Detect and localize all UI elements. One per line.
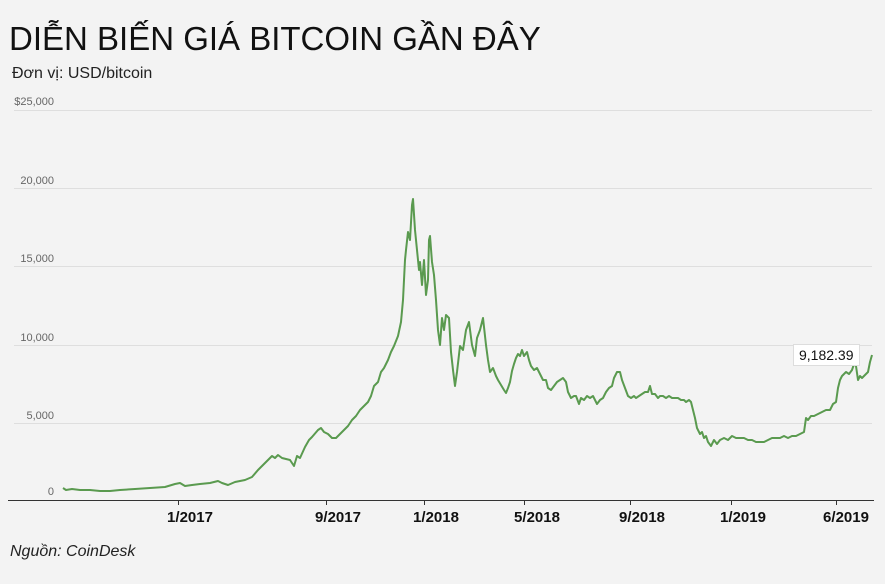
x-axis: [8, 500, 874, 501]
chart-title: DIỄN BIẾN GIÁ BITCOIN GẦN ĐÂY: [9, 20, 541, 57]
y-tick-label: 5,000: [26, 410, 54, 422]
gridline-15000: [14, 266, 872, 267]
x-tick: [178, 500, 179, 505]
y-tick-label: 0: [47, 486, 54, 498]
x-tick: [524, 500, 525, 505]
y-tick-label: $25,000: [14, 96, 54, 108]
unit-label: Đơn vị: USD/bitcoin: [12, 65, 153, 82]
x-tick: [731, 500, 732, 505]
x-tick-label: 1/2017: [167, 509, 213, 526]
x-tick-label: 9/2018: [619, 509, 665, 526]
x-tick-label: 1/2019: [720, 509, 766, 526]
source-note: Nguồn: CoinDesk: [10, 543, 136, 560]
x-tick-label: 1/2018: [413, 509, 459, 526]
x-tick: [836, 500, 837, 505]
gridline-10000: [14, 345, 872, 346]
x-tick: [326, 500, 327, 505]
y-tick-label: 10,000: [20, 332, 54, 344]
x-tick: [424, 500, 425, 505]
gridline-5000: [14, 423, 872, 424]
gridline-25000: [14, 110, 872, 111]
x-tick: [630, 500, 631, 505]
latest-price-callout: 9,182.39: [793, 344, 860, 366]
gridline-20000: [14, 188, 872, 189]
x-tick-label: 6/2019: [823, 509, 869, 526]
x-tick-label: 9/2017: [315, 509, 361, 526]
y-tick-label: 20,000: [20, 175, 54, 187]
x-tick-label: 5/2018: [514, 509, 560, 526]
y-tick-label: 15,000: [20, 253, 54, 265]
